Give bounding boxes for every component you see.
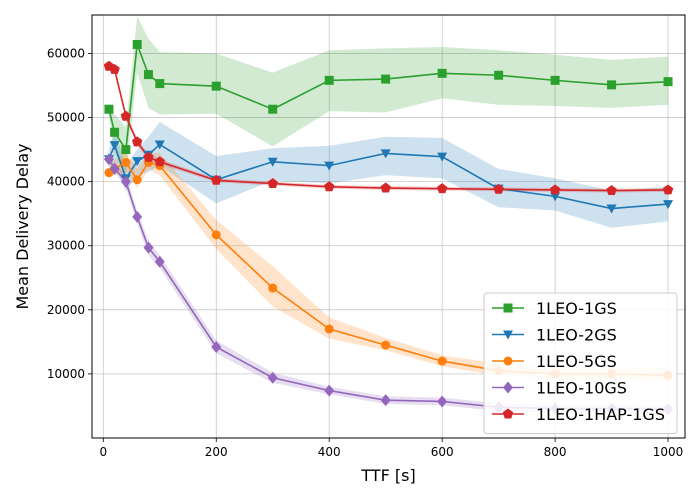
data-point: [381, 74, 391, 84]
data-point: [607, 80, 617, 90]
plot-frame: [91, 14, 686, 439]
y-tick-label: 30000: [47, 239, 85, 253]
legend-marker: [503, 381, 513, 394]
data-point: [323, 181, 335, 192]
y-tick-label: 10000: [47, 367, 85, 381]
data-point: [132, 175, 142, 185]
data-point: [324, 161, 335, 171]
data-point: [550, 75, 560, 85]
data-point: [110, 127, 120, 137]
data-point: [132, 39, 142, 49]
data-point: [380, 394, 391, 407]
data-point: [494, 70, 504, 80]
data-point: [143, 70, 153, 80]
data-point: [324, 384, 335, 397]
y-axis-title: Mean Delivery Delay: [13, 143, 32, 309]
data-point: [663, 200, 674, 210]
data-point: [120, 175, 131, 188]
x-tick-label: 0: [99, 445, 107, 459]
data-point: [132, 210, 143, 223]
data-point: [268, 283, 278, 293]
legend-marker: [503, 356, 513, 366]
data-point: [211, 230, 221, 240]
legend-label: 1LEO-1HAP-1GS: [536, 405, 665, 424]
confidence-band: [108, 16, 669, 176]
legend-marker: [503, 303, 513, 313]
data-point: [120, 110, 132, 121]
y-tick-label: 60000: [47, 46, 85, 60]
legend-label: 1LEO-2GS: [536, 326, 617, 345]
data-point: [121, 157, 131, 167]
data-point: [380, 182, 391, 193]
data-point: [437, 68, 447, 78]
data-point: [437, 356, 447, 366]
legend-marker: [503, 330, 513, 340]
data-point: [109, 162, 120, 175]
y-tick-label: 20000: [47, 303, 85, 317]
data-point: [154, 140, 165, 150]
data-point: [437, 152, 448, 162]
confidence-band: [108, 122, 669, 228]
confidence-bands: [108, 16, 669, 414]
confidence-band: [108, 152, 669, 381]
data-point: [268, 104, 278, 114]
data-point: [606, 185, 617, 196]
legend-label: 1LEO-10GS: [536, 379, 627, 398]
data-point: [324, 75, 334, 85]
data-point: [211, 81, 221, 91]
data-point: [104, 104, 114, 114]
data-point: [131, 136, 143, 147]
data-point: [211, 340, 222, 353]
data-point: [662, 184, 674, 195]
x-tick-label: 800: [544, 445, 567, 459]
x-tick-label: 200: [205, 445, 228, 459]
data-point: [267, 178, 278, 189]
data-point: [493, 183, 504, 194]
data-point: [109, 63, 120, 74]
data-point: [437, 395, 448, 408]
data-point: [121, 145, 131, 155]
data-point: [380, 149, 391, 159]
x-axis-title: TTF [s]: [360, 466, 415, 485]
data-point: [143, 241, 154, 254]
x-tick-label: 400: [318, 445, 341, 459]
data-point: [267, 157, 278, 167]
data-point: [324, 324, 334, 334]
x-tick-label: 1000: [653, 445, 684, 459]
data-point: [211, 174, 222, 185]
legend-marker: [502, 408, 514, 419]
data-point: [155, 79, 165, 89]
data-point: [663, 77, 673, 87]
y-tick-label: 40000: [47, 175, 85, 189]
data-point: [154, 255, 165, 268]
data-point: [154, 156, 166, 167]
data-point: [267, 371, 278, 384]
legend-label: 1LEO-5GS: [536, 352, 617, 371]
axis-ticks: 0 200 400 600 800 1000 10000 20000 30000 40000 500…: [47, 46, 684, 459]
data-point: [132, 157, 143, 167]
y-tick-label: 50000: [47, 111, 85, 125]
data-point: [109, 141, 120, 151]
data-point: [550, 192, 561, 202]
legend: 1LEO-1GS 1LEO-2GS 1LEO-5GS 1LEO-10GS 1LEO-1H…: [483, 292, 678, 434]
data-point: [606, 204, 617, 214]
data-point: [143, 151, 154, 162]
data-point: [549, 184, 561, 195]
data-point: [381, 340, 391, 350]
x-tick-label: 600: [431, 445, 454, 459]
legend-label: 1LEO-1GS: [536, 299, 617, 318]
legend-box: [483, 292, 678, 434]
data-point: [103, 153, 114, 166]
data-point: [436, 183, 448, 194]
